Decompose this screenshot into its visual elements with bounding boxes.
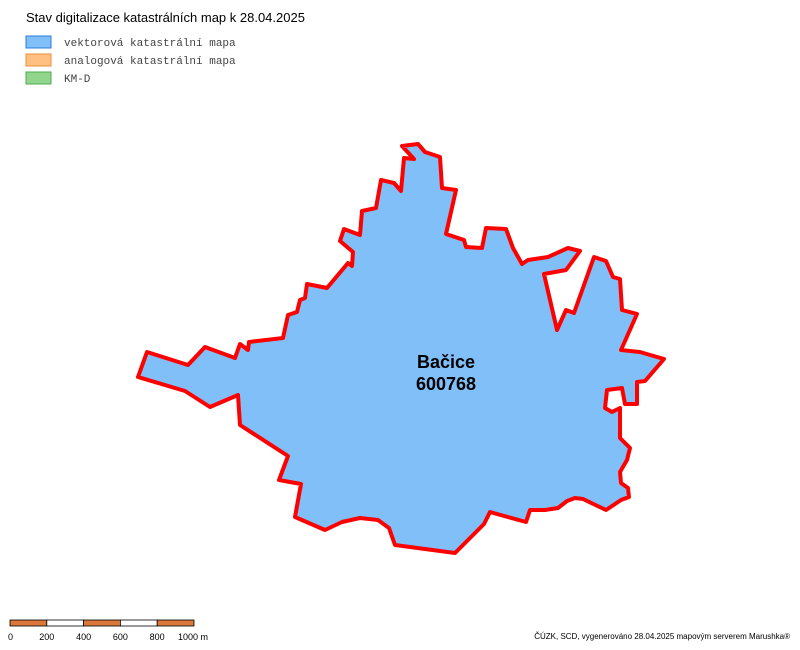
scale-bar: 0 200 400 600 800 1000 m bbox=[8, 619, 208, 642]
cadastral-area bbox=[136, 142, 666, 555]
scale-label: 400 bbox=[76, 632, 91, 642]
legend-swatch bbox=[25, 53, 52, 67]
scale-label: 0 bbox=[8, 632, 13, 642]
legend: vektorová katastrální mapa analogová kata… bbox=[25, 35, 236, 86]
legend-label: KM-D bbox=[64, 74, 91, 86]
scale-segment bbox=[9, 619, 48, 627]
scale-segment bbox=[156, 619, 195, 627]
legend-label: analogová katastrální mapa bbox=[64, 56, 236, 68]
scale-segment bbox=[46, 619, 84, 627]
scale-segment bbox=[120, 619, 158, 627]
area-code: 600768 bbox=[416, 374, 476, 394]
footer-credit: ČÚZK, SCD, vygenerováno 28.04.2025 mapov… bbox=[534, 632, 790, 641]
legend-swatch bbox=[25, 71, 52, 85]
legend-label: vektorová katastrální mapa bbox=[64, 38, 236, 50]
scale-segment bbox=[83, 619, 121, 627]
scale-label: 1000 m bbox=[178, 632, 208, 642]
scale-label: 600 bbox=[113, 632, 128, 642]
legend-swatch bbox=[25, 35, 52, 49]
map-title: Stav digitalizace katastrálních map k 28… bbox=[26, 10, 305, 25]
scale-label: 800 bbox=[150, 632, 165, 642]
scale-label: 200 bbox=[39, 632, 54, 642]
area-name: Bačice bbox=[417, 352, 475, 372]
